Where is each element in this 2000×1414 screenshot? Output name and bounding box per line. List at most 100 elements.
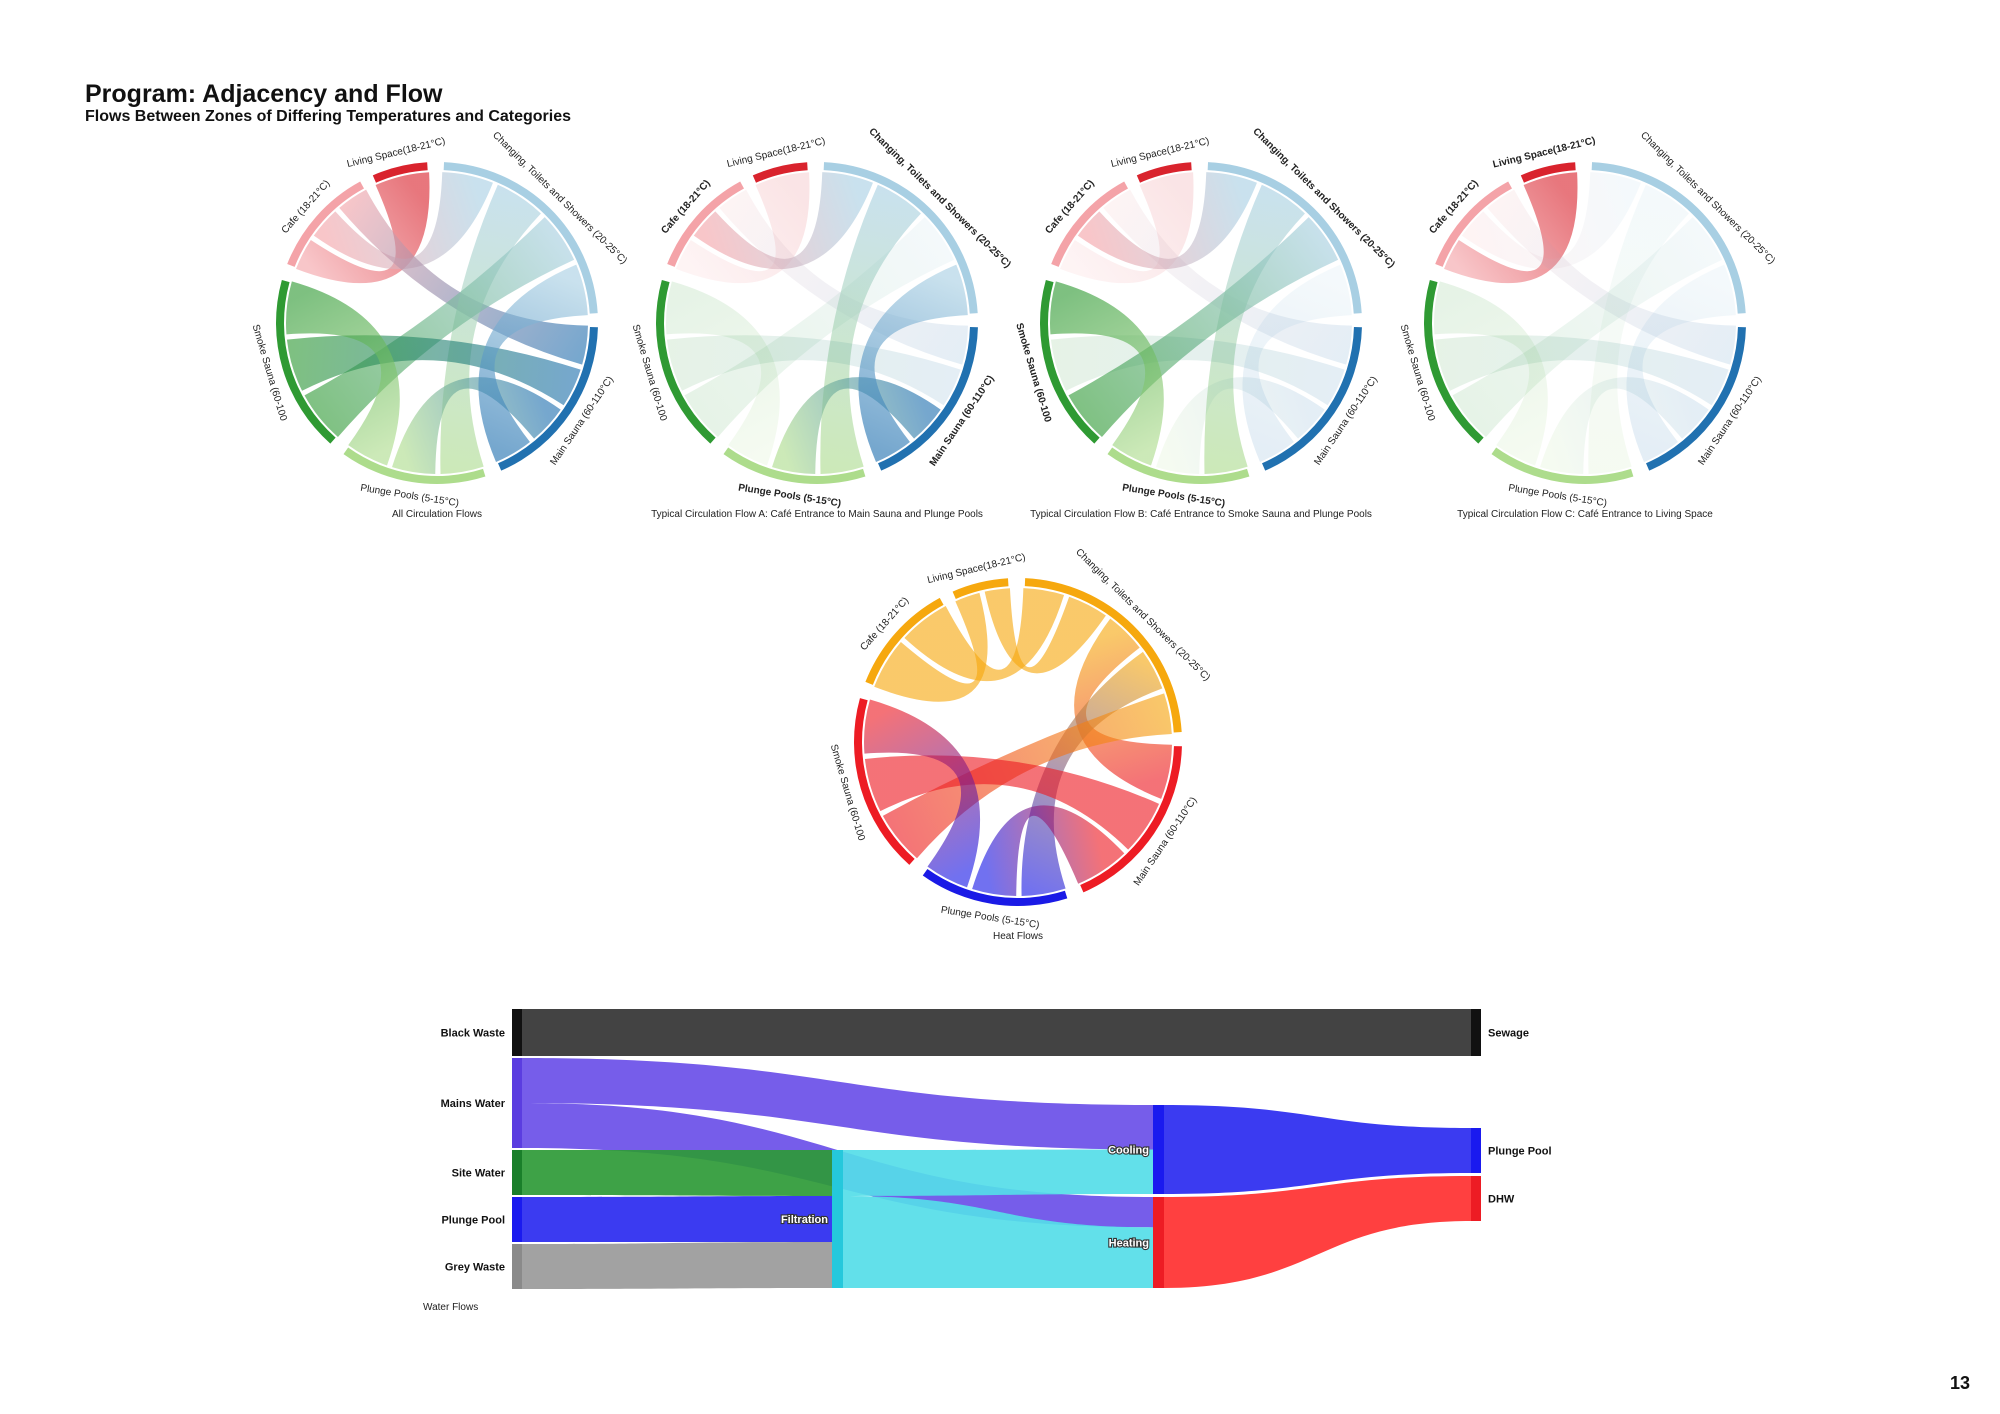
zone-arc xyxy=(1646,327,1746,471)
chord-caption: All Circulation Flows xyxy=(392,509,482,520)
sankey-node-label: Cooling xyxy=(1108,1145,1149,1157)
chord-ribbon xyxy=(864,755,1160,850)
chord-ribbon xyxy=(874,592,988,702)
chord-diagram: Cafe (18-21°C)Living Space(18-21°C) Chang… xyxy=(1398,130,1777,520)
page-subtitle: Flows Between Zones of Differing Tempera… xyxy=(85,108,572,125)
zone-arc xyxy=(443,162,598,314)
zone-arc xyxy=(1435,181,1512,267)
zone-arc xyxy=(1051,181,1128,267)
chord-ribbon xyxy=(666,335,961,406)
zone-arc xyxy=(498,327,598,471)
zone-label: Plunge Pools (5-15°C) xyxy=(360,483,460,509)
page-title: Program: Adjacency and Flow xyxy=(85,80,443,108)
sankey-diagram: Black Waste Mains Water Site Water Plunge P… xyxy=(423,1009,1552,1313)
chord-ribbon xyxy=(772,377,941,474)
sankey-node-label: DHW xyxy=(1488,1194,1515,1206)
sankey-node xyxy=(1471,1176,1481,1221)
zone-arc xyxy=(1136,162,1192,183)
chord-ribbon xyxy=(1156,377,1325,474)
zone-label: Living Space(18-21°C) xyxy=(1492,135,1597,170)
sankey-node-label: Plunge Pool xyxy=(1488,1146,1552,1158)
chord-ribbon xyxy=(478,264,588,462)
zone-arc xyxy=(656,279,716,444)
sankey-link xyxy=(522,1150,832,1196)
chord-ribbon xyxy=(286,281,400,466)
chord-ribbon xyxy=(684,217,955,437)
zone-arc xyxy=(372,162,428,183)
chord-caption: Typical Circulation Flow C: Café Entranc… xyxy=(1457,509,1713,520)
sankey-link xyxy=(1164,1105,1471,1194)
chord-ribbon xyxy=(440,184,541,474)
chord-ribbon xyxy=(1077,172,1257,270)
zone-label: Plunge Pools (5-15°C) xyxy=(940,905,1040,931)
sankey-caption: Water Flows xyxy=(423,1302,478,1313)
zone-arc xyxy=(922,869,1068,906)
chord-ribbon xyxy=(904,588,1065,682)
chord-caption: Heat Flows xyxy=(993,931,1043,942)
chord-ribbon xyxy=(1068,217,1339,437)
chord-caption: Typical Circulation Flow B: Café Entranc… xyxy=(1030,509,1372,520)
zone-arc xyxy=(854,698,915,865)
chord-ribbon xyxy=(1434,281,1548,466)
chord-ribbon xyxy=(1242,264,1352,462)
chord-ribbon xyxy=(313,172,493,270)
zone-label: Living Space(18-21°C) xyxy=(1110,136,1211,170)
sankey-node-label: Plunge Pool xyxy=(441,1215,505,1227)
zone-label: Plunge Pools (5-15°C) xyxy=(1508,483,1608,509)
sankey-link xyxy=(522,1242,832,1289)
zone-arc xyxy=(752,162,808,183)
zone-arc xyxy=(1024,578,1182,733)
sankey-node xyxy=(1471,1128,1481,1173)
zone-arc xyxy=(1591,162,1746,314)
zone-arc xyxy=(1207,162,1362,314)
chord-ribbon xyxy=(882,693,1172,859)
sankey-node xyxy=(512,1244,522,1289)
chord-ribbon xyxy=(693,172,873,270)
chord-ribbon xyxy=(1050,335,1345,406)
chord-ribbon xyxy=(1434,335,1729,406)
zone-label: Living Space(18-21°C) xyxy=(726,136,827,170)
chord-ribbon xyxy=(286,335,581,406)
chord-ribbon xyxy=(1461,172,1641,270)
sankey-node-label: Black Waste xyxy=(441,1028,505,1040)
page-number: 13 xyxy=(1949,1373,1970,1393)
chord-ribbon xyxy=(666,281,780,466)
sankey-node xyxy=(512,1197,522,1242)
chord-ribbon xyxy=(392,377,561,474)
chord-ribbon xyxy=(864,699,981,888)
zone-label: Living Space(18-21°C) xyxy=(926,552,1027,586)
zone-arc xyxy=(865,597,944,685)
zone-arc xyxy=(1107,447,1250,484)
chord-diagram: Cafe (18-21°C)Living Space(18-21°C) Chang… xyxy=(828,547,1212,942)
chord-caption: Typical Circulation Flow A: Café Entranc… xyxy=(651,509,983,520)
chord-ribbon xyxy=(1540,377,1709,474)
zone-label: Plunge Pools (5-15°C) xyxy=(1121,482,1225,509)
chord-ribbon xyxy=(1626,264,1736,462)
sankey-node xyxy=(512,1009,522,1056)
chord-ribbon xyxy=(1588,184,1689,474)
sankey-node xyxy=(512,1150,522,1195)
chord-ribbon xyxy=(1204,184,1305,474)
sankey-node xyxy=(1153,1105,1164,1194)
sankey-node xyxy=(512,1058,522,1148)
chord-ribbon xyxy=(984,588,1106,674)
sankey-link xyxy=(522,1196,832,1242)
chord-diagram: Cafe (18-21°C)Living Space(18-21°C) Chang… xyxy=(630,126,1013,520)
sankey-node xyxy=(1471,1009,1481,1056)
sankey-node-label: Sewage xyxy=(1488,1028,1529,1040)
sankey-node-label: Grey Waste xyxy=(445,1262,505,1274)
chord-ribbon xyxy=(820,184,921,474)
zone-label: Living Space(18-21°C) xyxy=(346,136,447,170)
zone-arc xyxy=(667,181,744,267)
sankey-link xyxy=(843,1196,1153,1288)
chord-diagram: Cafe (18-21°C)Living Space(18-21°C) Chang… xyxy=(250,130,629,520)
zone-arc xyxy=(1491,447,1634,484)
chord-ribbon xyxy=(304,217,575,437)
sankey-node xyxy=(832,1150,843,1288)
sankey-link xyxy=(1164,1176,1471,1288)
zone-arc xyxy=(287,181,364,267)
zone-arc xyxy=(823,162,978,314)
zone-arc xyxy=(1040,279,1100,444)
chord-ribbon xyxy=(1452,217,1723,437)
